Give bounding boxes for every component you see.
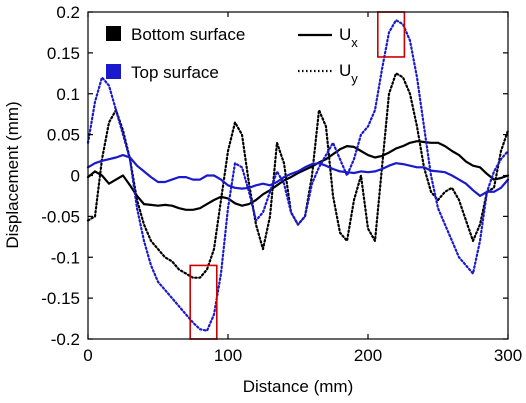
legend-uy-main: U <box>339 61 351 80</box>
series-bottom-surface-ux <box>86 140 510 211</box>
highlight-box-1 <box>189 264 218 340</box>
x-tick-label: 200 <box>354 346 382 365</box>
ticks-layer: 0 100 200 300 -0.2 -0.15 -0.1 -0.05 0 0.05 0.1 0.15… <box>41 3 522 365</box>
y-tick-label: 0 <box>71 167 80 186</box>
series-layer <box>86 19 510 332</box>
y-tick-label: -0.1 <box>51 248 80 267</box>
y-tick-label: -0.05 <box>41 207 80 226</box>
x-tick-label: 100 <box>214 346 242 365</box>
series-top-surface-uy <box>86 19 510 332</box>
series-top-surface-ux <box>86 154 510 197</box>
legend-label-bottom: Bottom surface <box>131 25 245 44</box>
x-axis-label: Distance (mm) <box>243 377 354 396</box>
y-tick-label: 0.05 <box>47 126 80 145</box>
y-tick-label: 0.15 <box>47 44 80 63</box>
legend-ux-main: U <box>339 25 351 44</box>
y-tick-label: 0.1 <box>56 85 80 104</box>
y-axis-label: Displacement (mm) <box>3 101 22 248</box>
annotation-layer <box>189 11 406 340</box>
x-tick-label: 300 <box>494 346 522 365</box>
legend-label-top: Top surface <box>131 63 219 82</box>
y-tick-label: -0.2 <box>51 330 80 349</box>
y-tick-label: -0.15 <box>41 289 80 308</box>
legend-label-ux: Ux <box>339 25 358 50</box>
legend: Bottom surface Top surface Ux Uy <box>106 25 358 86</box>
legend-ux-sub: x <box>351 35 358 50</box>
plot-frame <box>87 11 509 340</box>
y-tick-label: 0.2 <box>56 3 80 22</box>
x-tick-label: 0 <box>83 346 92 365</box>
legend-label-uy: Uy <box>339 61 358 86</box>
legend-swatch-bottom <box>106 26 121 41</box>
series-bottom-surface-uy <box>86 72 510 279</box>
legend-uy-sub: y <box>351 71 358 86</box>
highlight-box-2 <box>376 11 406 58</box>
legend-swatch-top <box>106 64 121 79</box>
